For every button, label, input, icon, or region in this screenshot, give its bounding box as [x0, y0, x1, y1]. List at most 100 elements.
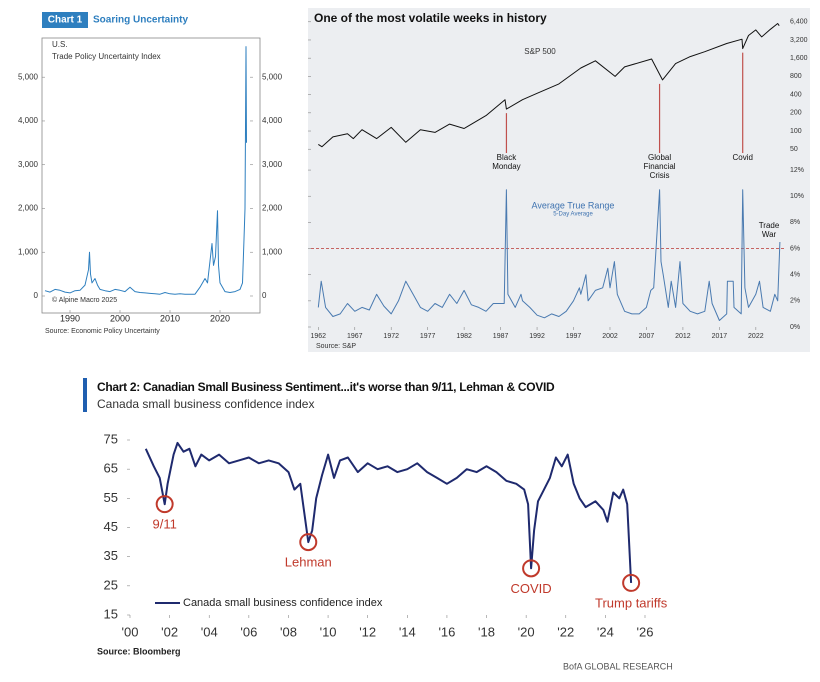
- x-tick-label: '12: [359, 624, 376, 639]
- y-tick-label: 800: [790, 73, 802, 80]
- y2-tick-label: 1,000: [262, 247, 283, 256]
- y2-tick-label: 2,000: [262, 204, 283, 213]
- y-tick-label: 35: [104, 548, 118, 563]
- chart-note: © Alpine Macro 2025: [52, 296, 117, 304]
- y-tick-label: 5,000: [18, 72, 39, 81]
- chart-subtitle: 5-Day Average: [553, 212, 593, 218]
- event-label-box: Global Financial Crisis: [644, 153, 676, 180]
- annotation-label: Trump tariffs: [595, 595, 668, 610]
- series-line: [144, 441, 633, 583]
- x-tick-label: 1967: [347, 333, 363, 340]
- x-tick-label: 1990: [60, 313, 80, 323]
- x-tick-label: 1997: [566, 333, 582, 340]
- y2-tick-label: 5,000: [262, 72, 283, 81]
- y2-tick-label: 4,000: [262, 116, 283, 125]
- x-tick-label: 2002: [602, 333, 618, 340]
- y-tick-label: 55: [104, 490, 118, 505]
- x-tick-label: '08: [280, 624, 297, 639]
- x-tick-label: '00: [122, 624, 139, 639]
- y-tick-label: 65: [104, 461, 118, 476]
- x-tick-label: '16: [438, 624, 455, 639]
- annotation-circle: [299, 533, 318, 552]
- y-tick-label: 2%: [790, 298, 800, 305]
- y-tick-label: 8%: [790, 219, 800, 226]
- x-tick-label: '10: [320, 624, 337, 639]
- chart-note: Trade War: [758, 221, 780, 239]
- annotation-circle: [155, 495, 174, 514]
- x-tick-label: 2000: [110, 313, 130, 323]
- x-tick-label: '22: [557, 624, 574, 639]
- x-tick-label: 1992: [529, 333, 545, 340]
- annotation-circle: [522, 559, 541, 578]
- annotation-label: 9/11: [152, 517, 176, 532]
- series-label: S&P 500: [524, 47, 556, 56]
- y-tick-label: 6%: [790, 245, 800, 252]
- x-tick-label: '06: [240, 624, 257, 639]
- series-line: [318, 23, 780, 148]
- x-tick-label: '04: [201, 624, 218, 639]
- x-tick-label: 1982: [456, 333, 472, 340]
- chart-source: Source: S&P: [316, 343, 356, 350]
- x-tick-label: '20: [518, 624, 535, 639]
- y-tick-label: 50: [790, 146, 798, 153]
- x-tick-label: 1987: [493, 333, 509, 340]
- chart-label: Chart 1: [48, 15, 83, 26]
- y-tick-label: 6,400: [790, 19, 808, 26]
- y2-tick-label: 0: [262, 291, 267, 300]
- y-tick-label: 10%: [790, 193, 804, 200]
- x-tick-label: 2020: [210, 313, 230, 323]
- chart-note-box: Trade War: [758, 221, 780, 239]
- x-tick-label: '18: [478, 624, 495, 639]
- chart-title: Soaring Uncertainty: [93, 15, 188, 26]
- x-tick-label: '02: [161, 624, 178, 639]
- y-tick-label: 0%: [790, 324, 800, 331]
- chart-subtitle: Canada small business confidence index: [97, 397, 314, 411]
- y-tick-label: 45: [104, 519, 118, 534]
- x-tick-label: '14: [399, 624, 416, 639]
- legend-label: Canada small business confidence index: [183, 597, 383, 609]
- event-label-box: Covid: [732, 153, 753, 162]
- chart3-accent: [83, 378, 87, 412]
- y-tick-label: 1,600: [790, 55, 808, 62]
- x-tick-label: '26: [637, 624, 654, 639]
- chart1-frame: [41, 37, 261, 314]
- x-tick-label: 2012: [675, 333, 691, 340]
- chart-credit: BofA GLOBAL RESEARCH: [563, 661, 673, 671]
- chart-title: One of the most volatile weeks in histor…: [314, 11, 547, 25]
- series-line: [44, 46, 247, 295]
- x-tick-label: 1962: [311, 333, 327, 340]
- event-label-box: Black Monday: [492, 153, 521, 171]
- y-tick-label: 2,000: [18, 204, 39, 213]
- y-tick-label: 15: [104, 606, 118, 621]
- y-tick-label: 0: [34, 291, 39, 300]
- y-tick-label: 200: [790, 110, 802, 117]
- annotation-label: COVID: [511, 581, 552, 596]
- event-label: Covid: [732, 153, 753, 162]
- chart-source: Source: Bloomberg: [97, 646, 181, 656]
- y-tick-label: 1,000: [18, 247, 39, 256]
- chart1-badge: [42, 12, 88, 28]
- annotation-circle: [622, 573, 641, 592]
- annotation-label: Lehman: [285, 555, 332, 570]
- series-line: [317, 189, 781, 321]
- x-tick-label: 2017: [712, 333, 728, 340]
- y2-tick-label: 3,000: [262, 160, 283, 169]
- y-tick-label: 4,000: [18, 116, 39, 125]
- y-tick-label: 3,200: [790, 37, 808, 44]
- x-tick-label: 2022: [748, 333, 764, 340]
- y-tick-label: 75: [104, 431, 118, 446]
- y-tick-label: 4%: [790, 272, 800, 279]
- x-tick-label: 2010: [160, 313, 180, 323]
- chart-title: Chart 2: Canadian Small Business Sentime…: [97, 380, 555, 394]
- x-tick-label: 1977: [420, 333, 436, 340]
- chart2-background: [308, 8, 810, 352]
- x-tick-label: 2007: [639, 333, 655, 340]
- y-tick-label: 400: [790, 91, 802, 98]
- chart-source: Source: Economic Policy Uncertainty: [45, 328, 160, 335]
- x-tick-label: 1972: [383, 333, 399, 340]
- y-tick-label: 25: [104, 577, 118, 592]
- y-tick-label: 12%: [790, 167, 804, 174]
- event-label: Black Monday: [492, 153, 521, 171]
